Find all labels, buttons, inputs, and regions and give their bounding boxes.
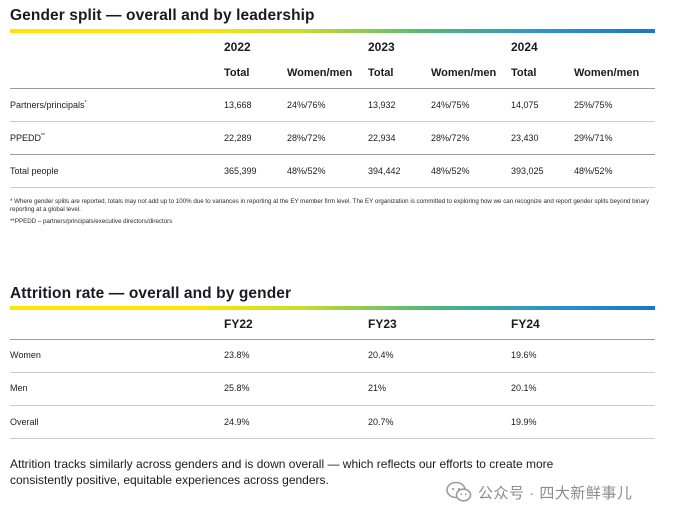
gender-sub-total-2023: Total [368, 67, 394, 79]
gender-cell: 394,442 [368, 166, 401, 176]
attrition-title: Attrition rate — overall and by gender [10, 285, 292, 302]
closing-text: Attrition tracks similarly across gender… [10, 457, 554, 487]
gender-cell: 22,934 [368, 133, 396, 143]
gender-row-label: PPEDD** [10, 133, 45, 143]
wechat-icon [446, 481, 472, 502]
gender-footnote-2: **PPEDD – partners/principals/executive … [10, 218, 173, 225]
gender-cell: 24%/75% [431, 100, 470, 110]
gender-cell: 13,932 [368, 100, 396, 110]
attrition-row-rule [10, 405, 655, 406]
attrition-row-rule [10, 438, 655, 439]
gender-sub-wm-2024: Women/men [574, 67, 640, 79]
gender-year-2023: 2023 [368, 40, 395, 54]
gender-row-label: Partners/principals* [10, 100, 87, 110]
gender-row-label: Total people [10, 166, 59, 176]
attrition-year-fy24: FY24 [511, 317, 540, 331]
attrition-gradient-bar [10, 306, 655, 310]
gender-cell: 28%/72% [431, 133, 470, 143]
gender-sub-total-2022: Total [224, 67, 250, 79]
gender-cell: 393,025 [511, 166, 544, 176]
attrition-row-label: Men [10, 383, 28, 393]
attrition-cell: 25.8% [224, 383, 250, 393]
gender-cell: 14,075 [511, 100, 539, 110]
gender-split-gradient-bar [10, 29, 655, 33]
attrition-cell: 23.8% [224, 350, 250, 360]
attrition-cell: 20.4% [368, 350, 394, 360]
gender-sub-total-2024: Total [511, 67, 537, 79]
gender-cell: 22,289 [224, 133, 252, 143]
attrition-row-label: Overall [10, 417, 39, 427]
gender-year-2022: 2022 [224, 40, 251, 54]
gender-row-rule [10, 187, 655, 188]
gender-sub-wm-2022: Women/men [287, 67, 353, 79]
gender-year-2024: 2024 [511, 40, 538, 54]
gender-cell: 365,399 [224, 166, 257, 176]
attrition-header-rule [10, 339, 655, 340]
gender-split-title: Gender split — overall and by leadership [10, 7, 315, 24]
watermark: 公众号 · 四大新鲜事儿 [446, 479, 632, 505]
attrition-cell: 19.6% [511, 350, 537, 360]
gender-row-rule [10, 121, 655, 122]
attrition-cell: 20.1% [511, 383, 537, 393]
gender-cell: 28%/72% [287, 133, 326, 143]
gender-cell: 13,668 [224, 100, 252, 110]
attrition-cell: 20.7% [368, 417, 394, 427]
gender-cell: 23,430 [511, 133, 539, 143]
gender-cell: 48%/52% [574, 166, 613, 176]
attrition-cell: 21% [368, 383, 387, 393]
gender-header-rule [10, 88, 655, 89]
gender-cell: 48%/52% [287, 166, 326, 176]
gender-cell: 24%/76% [287, 100, 326, 110]
gender-cell: 29%/71% [574, 133, 613, 143]
gender-sub-wm-2023: Women/men [431, 67, 497, 79]
attrition-year-fy22: FY22 [224, 317, 253, 331]
attrition-year-fy23: FY23 [368, 317, 397, 331]
watermark-text: 公众号 · 四大新鲜事儿 [478, 484, 633, 502]
gender-footnote-1: * Where gender splits are reported, tota… [10, 198, 650, 213]
attrition-row-label: Women [10, 350, 41, 360]
attrition-cell: 24.9% [224, 417, 250, 427]
gender-cell: 25%/75% [574, 100, 613, 110]
gender-row-rule [10, 154, 655, 155]
attrition-cell: 19.9% [511, 417, 537, 427]
gender-cell: 48%/52% [431, 166, 470, 176]
attrition-row-rule [10, 372, 655, 373]
